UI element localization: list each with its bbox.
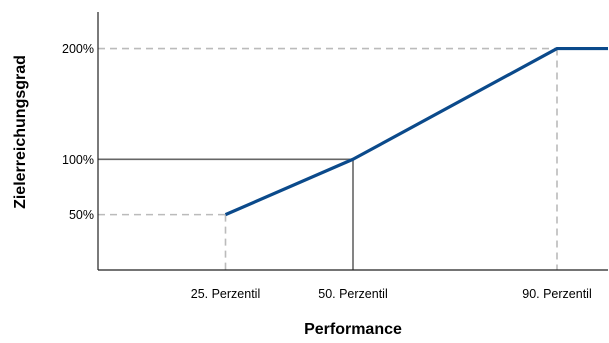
x-tick-label-1: 25. Perzentil bbox=[191, 287, 260, 301]
axes bbox=[97, 12, 608, 271]
y-tick-label-3: 200% bbox=[62, 42, 94, 56]
x-tick-label-3: 90. Perzentil bbox=[522, 287, 591, 301]
y-axis-title: Zielerreichungsgrad bbox=[12, 55, 29, 209]
series-line-1 bbox=[224, 46, 608, 217]
x-tick-label-2: 50. Perzentil bbox=[318, 287, 387, 301]
tick-labels: 50% 100% 200% 25. Perzentil 50. Perzentil 90.… bbox=[62, 42, 592, 301]
x-axis-title: Performance bbox=[304, 321, 402, 338]
y-tick-label-1: 50% bbox=[69, 208, 94, 222]
guide-lines bbox=[98, 47, 558, 270]
y-tick-label-2: 100% bbox=[62, 153, 94, 167]
series-layer bbox=[224, 46, 608, 217]
